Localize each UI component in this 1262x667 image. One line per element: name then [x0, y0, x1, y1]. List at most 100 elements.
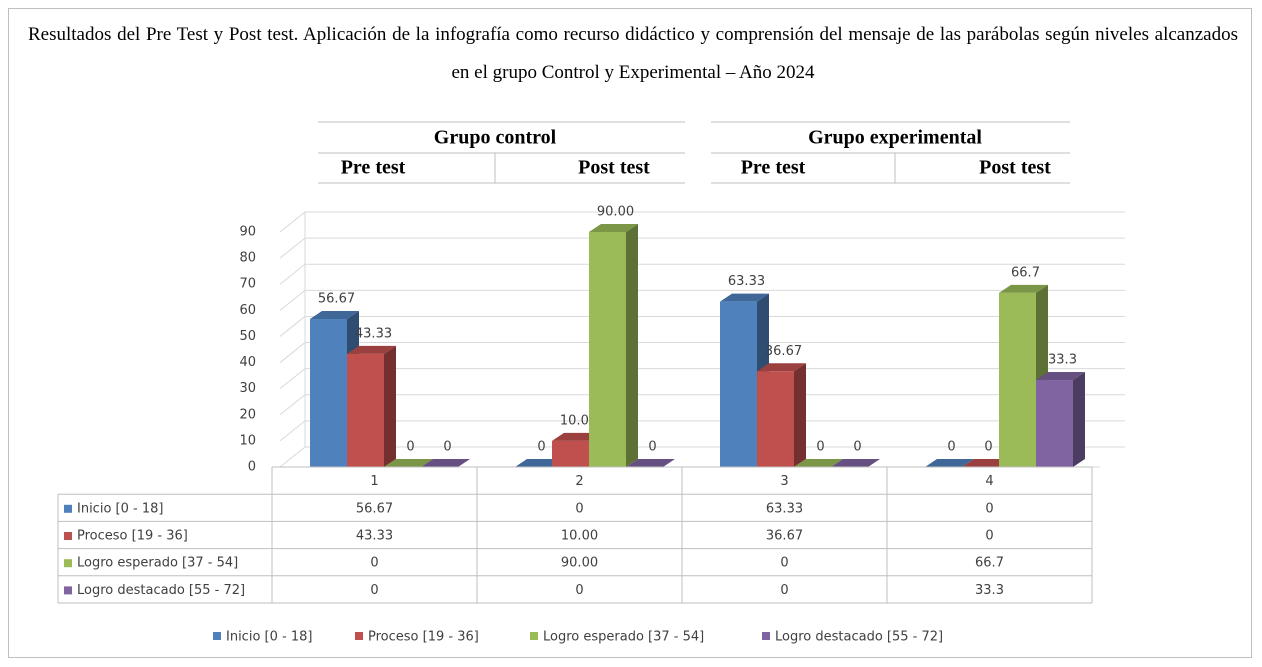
bar-top — [1036, 372, 1085, 381]
bar-top — [626, 459, 675, 467]
table-cell: 0 — [780, 583, 788, 598]
table-cell: 90.00 — [561, 556, 598, 571]
data-label: 90.00 — [597, 205, 634, 220]
subgroup-label: Pre test — [341, 157, 406, 179]
bar-top — [421, 459, 470, 467]
subgroup-label: Post test — [979, 157, 1051, 179]
table-cell: 0 — [575, 501, 583, 516]
bar-top — [347, 345, 396, 354]
bar-top — [757, 363, 806, 372]
data-label: 36.67 — [765, 344, 802, 359]
bar — [589, 232, 626, 467]
legend-label: Logro destacado [55 - 72] — [775, 630, 943, 645]
grid-line-side — [279, 289, 306, 311]
bar-top — [552, 432, 601, 441]
bar-top — [925, 459, 974, 467]
bar-side — [626, 224, 638, 467]
legend-label: Inicio [0 - 18] — [226, 630, 312, 645]
data-label: 0 — [406, 440, 414, 455]
table-cell: 66.7 — [975, 556, 1004, 571]
data-label: 63.33 — [728, 274, 765, 289]
table-cell: 0 — [370, 583, 378, 598]
grid-line-side — [279, 263, 306, 285]
grid-line-side — [279, 316, 306, 337]
y-tick-label: 20 — [239, 407, 256, 422]
data-label: 0 — [537, 440, 545, 455]
table-legend-key — [64, 559, 72, 568]
grid-line-side — [279, 368, 306, 390]
data-label: 10.00 — [560, 413, 597, 428]
grid-line-side — [279, 394, 306, 416]
grid-line-side — [279, 211, 306, 233]
bar — [310, 319, 347, 467]
table-cell: 10.00 — [561, 529, 598, 544]
bar-top — [794, 459, 843, 467]
group-label: Grupo experimental — [808, 127, 982, 149]
group-label: Grupo control — [434, 127, 557, 149]
bar — [347, 353, 384, 467]
bar-side — [1073, 372, 1085, 467]
table-series-name: Logro destacado [55 - 72] — [77, 583, 245, 598]
x-tick-label: 4 — [985, 474, 993, 489]
bar — [999, 292, 1036, 467]
subgroup-label: Pre test — [741, 157, 806, 179]
y-tick-label: 30 — [239, 381, 256, 396]
bar-side — [384, 345, 396, 467]
bar-top — [384, 459, 433, 467]
legend-label: Logro esperado [37 - 54] — [543, 630, 704, 645]
y-tick-label: 70 — [239, 277, 256, 292]
legend-label: Proceso [19 - 36] — [368, 630, 479, 645]
grid-line-side — [279, 420, 306, 442]
y-tick-label: 60 — [239, 303, 256, 318]
grid-line-side — [279, 446, 306, 468]
table-legend-key — [64, 532, 72, 540]
table-cell: 0 — [575, 583, 583, 598]
subgroup-label: Post test — [578, 157, 650, 179]
data-label: 43.33 — [355, 326, 392, 341]
y-tick-label: 0 — [248, 460, 256, 475]
bar — [1036, 380, 1073, 467]
bar-top — [720, 293, 769, 302]
data-label: 0 — [853, 440, 861, 455]
bar-side — [794, 363, 806, 467]
x-tick-label: 3 — [780, 474, 788, 489]
data-label: 0 — [443, 440, 451, 455]
y-tick-label: 40 — [239, 355, 256, 370]
table-cell: 0 — [985, 529, 993, 544]
table-series-name: Inicio [0 - 18] — [77, 501, 163, 516]
legend-key — [355, 632, 363, 640]
table-cell: 33.3 — [975, 583, 1004, 598]
table-cell: 36.67 — [766, 529, 803, 544]
legend-key — [213, 632, 221, 640]
x-tick-label: 1 — [370, 474, 378, 489]
table-cell: 0 — [780, 556, 788, 571]
table-cell: 0 — [370, 556, 378, 571]
y-tick-label: 10 — [239, 433, 256, 448]
data-label: 56.67 — [318, 292, 355, 307]
bar-top — [589, 224, 638, 232]
data-label: 66.7 — [1011, 265, 1040, 280]
table-cell: 43.33 — [356, 529, 393, 544]
y-tick-label: 80 — [239, 251, 256, 266]
y-tick-label: 90 — [239, 225, 256, 240]
table-series-name: Logro esperado [37 - 54] — [77, 556, 238, 571]
x-tick-label: 2 — [575, 474, 583, 489]
table-cell: 56.67 — [356, 501, 393, 516]
y-tick-label: 50 — [239, 329, 256, 344]
data-label: 0 — [816, 440, 824, 455]
legend-key — [530, 632, 538, 640]
table-legend-key — [64, 504, 72, 513]
bar-top — [310, 311, 359, 320]
bar — [757, 371, 794, 467]
chart-title: Resultados del Pre Test y Post test. Apl… — [28, 24, 1238, 83]
table-series-name: Proceso [19 - 36] — [77, 529, 188, 544]
bar-top — [962, 459, 1011, 467]
bar — [720, 301, 757, 467]
bar-top — [515, 459, 564, 467]
data-label: 0 — [984, 440, 992, 455]
frame — [8, 8, 1252, 658]
data-label: 0 — [648, 440, 656, 455]
data-label: 0 — [947, 440, 955, 455]
